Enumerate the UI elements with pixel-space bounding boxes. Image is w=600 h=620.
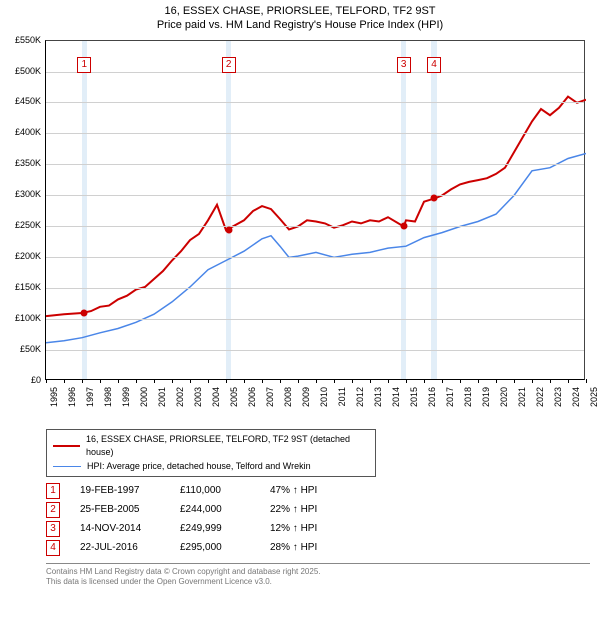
- tx-pct: 22% ↑ HPI: [270, 504, 360, 515]
- y-tick-label: £450K: [5, 96, 41, 106]
- y-tick-label: £0: [5, 375, 41, 385]
- x-tick-label: 2014: [391, 387, 401, 417]
- legend: 16, ESSEX CHASE, PRIORSLEE, TELFORD, TF2…: [46, 429, 376, 478]
- title-subtitle: Price paid vs. HM Land Registry's House …: [0, 18, 600, 32]
- x-tick-label: 2022: [535, 387, 545, 417]
- tx-date: 25-FEB-2005: [80, 504, 180, 515]
- tx-marker: 3: [46, 521, 60, 537]
- event-marker: 3: [397, 57, 411, 73]
- x-tick-label: 2021: [517, 387, 527, 417]
- series-line: [46, 153, 586, 342]
- legend-label: 16, ESSEX CHASE, PRIORSLEE, TELFORD, TF2…: [86, 433, 369, 460]
- event-marker: 4: [427, 57, 441, 73]
- tx-price: £249,999: [180, 523, 270, 534]
- tx-date: 22-JUL-2016: [80, 542, 180, 553]
- tx-marker: 2: [46, 502, 60, 518]
- chart-lines: [46, 41, 586, 381]
- x-tick-label: 2013: [373, 387, 383, 417]
- x-tick-label: 2003: [193, 387, 203, 417]
- transaction-row: 1 19-FEB-1997£110,00047% ↑ HPI: [46, 481, 590, 500]
- footer-line2: This data is licensed under the Open Gov…: [46, 577, 590, 587]
- footer: Contains HM Land Registry data © Crown c…: [46, 563, 590, 588]
- chart-area: £0 £50K £100K £150K £200K £250K £300K £350K £400…: [5, 35, 595, 425]
- legend-row: 16, ESSEX CHASE, PRIORSLEE, TELFORD, TF2…: [53, 433, 369, 460]
- legend-swatch: [53, 445, 80, 447]
- x-tick-label: 2006: [247, 387, 257, 417]
- tx-pct: 28% ↑ HPI: [270, 542, 360, 553]
- title-block: 16, ESSEX CHASE, PRIORSLEE, TELFORD, TF2…: [0, 0, 600, 35]
- y-tick-label: £100K: [5, 313, 41, 323]
- plot-area: 1 2 34: [45, 40, 585, 380]
- footer-line1: Contains HM Land Registry data © Crown c…: [46, 567, 590, 577]
- x-tick-label: 1995: [49, 387, 59, 417]
- legend-swatch: [53, 466, 81, 467]
- event-marker: 1: [77, 57, 91, 73]
- data-point: [225, 226, 232, 233]
- transaction-table: 1 19-FEB-1997£110,00047% ↑ HPI 2 25-FEB-200…: [46, 481, 590, 557]
- x-tick-label: 2019: [481, 387, 491, 417]
- tx-pct: 47% ↑ HPI: [270, 485, 360, 496]
- tx-pct: 12% ↑ HPI: [270, 523, 360, 534]
- x-tick-label: 1998: [103, 387, 113, 417]
- tx-marker: 1: [46, 483, 60, 499]
- tx-date: 14-NOV-2014: [80, 523, 180, 534]
- x-tick-label: 2001: [157, 387, 167, 417]
- legend-row: HPI: Average price, detached house, Telf…: [53, 460, 369, 474]
- tx-marker: 4: [46, 540, 60, 556]
- x-tick-label: 2005: [229, 387, 239, 417]
- x-tick-label: 2016: [427, 387, 437, 417]
- transaction-row: 3 14-NOV-2014£249,99912% ↑ HPI: [46, 519, 590, 538]
- x-tick-label: 2000: [139, 387, 149, 417]
- y-tick-label: £200K: [5, 251, 41, 261]
- event-marker: 2: [222, 57, 236, 73]
- y-tick-label: £300K: [5, 189, 41, 199]
- title-address: 16, ESSEX CHASE, PRIORSLEE, TELFORD, TF2…: [0, 4, 600, 18]
- transaction-row: 2 25-FEB-2005£244,00022% ↑ HPI: [46, 500, 590, 519]
- data-point: [400, 223, 407, 230]
- x-tick-label: 2020: [499, 387, 509, 417]
- tx-price: £244,000: [180, 504, 270, 515]
- x-tick-label: 2004: [211, 387, 221, 417]
- y-tick-label: £350K: [5, 158, 41, 168]
- y-tick-label: £500K: [5, 66, 41, 76]
- series-line: [46, 96, 586, 316]
- x-tick-label: 2012: [355, 387, 365, 417]
- x-tick-label: 2009: [301, 387, 311, 417]
- data-point: [81, 309, 88, 316]
- legend-label: HPI: Average price, detached house, Telf…: [87, 460, 311, 474]
- y-tick-label: £250K: [5, 220, 41, 230]
- y-tick-label: £550K: [5, 35, 41, 45]
- x-tick-label: 1997: [85, 387, 95, 417]
- data-point: [431, 195, 438, 202]
- tx-date: 19-FEB-1997: [80, 485, 180, 496]
- x-tick-label: 2007: [265, 387, 275, 417]
- y-tick-label: £400K: [5, 127, 41, 137]
- x-tick-label: 2024: [571, 387, 581, 417]
- x-tick-label: 1996: [67, 387, 77, 417]
- y-tick-label: £50K: [5, 344, 41, 354]
- x-tick-label: 2011: [337, 387, 347, 417]
- x-tick-label: 1999: [121, 387, 131, 417]
- x-tick-label: 2002: [175, 387, 185, 417]
- tx-price: £110,000: [180, 485, 270, 496]
- tx-price: £295,000: [180, 542, 270, 553]
- x-tick-label: 2023: [553, 387, 563, 417]
- x-tick-label: 2008: [283, 387, 293, 417]
- y-tick-label: £150K: [5, 282, 41, 292]
- x-tick-label: 2017: [445, 387, 455, 417]
- x-tick-label: 2015: [409, 387, 419, 417]
- x-tick-label: 2025: [589, 387, 599, 417]
- x-tick-label: 2010: [319, 387, 329, 417]
- chart-container: 16, ESSEX CHASE, PRIORSLEE, TELFORD, TF2…: [0, 0, 600, 620]
- x-tick-label: 2018: [463, 387, 473, 417]
- transaction-row: 4 22-JUL-2016£295,00028% ↑ HPI: [46, 538, 590, 557]
